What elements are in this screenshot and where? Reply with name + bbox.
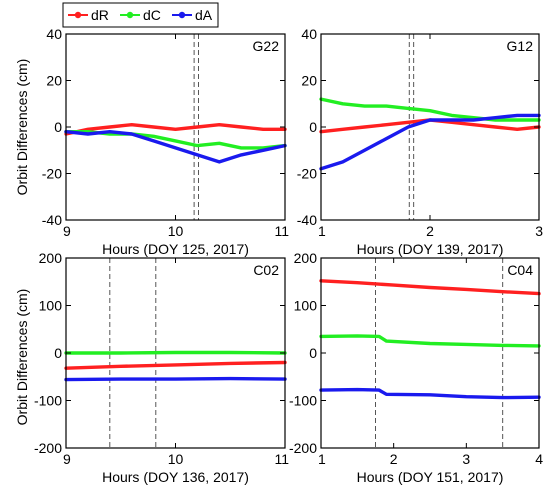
- y-tick-label: 0: [309, 119, 317, 135]
- series-dA: [319, 387, 541, 400]
- y-tick-label: 100: [294, 298, 318, 314]
- y-tick-label: -100: [34, 393, 62, 409]
- chart-panel-G12: 1 2 3 -40 -20 0 20 40 G12 Hours (DOY 139, 2017): [297, 26, 543, 257]
- legend: dR dC dA: [62, 2, 219, 28]
- y-tick-label: 20: [301, 73, 317, 89]
- legend-marker-dA: [178, 11, 186, 19]
- x-tick-label: 3: [462, 451, 470, 467]
- y-tick-label: -100: [289, 393, 317, 409]
- y-tick-label: -20: [297, 166, 317, 182]
- chart-panel-G22: 9 10 11 -40 -20 0 20 40 G22 Hours (DOY 125, 2017): [42, 26, 289, 257]
- y-tick-label: -40: [297, 212, 317, 228]
- panel-label: G22: [253, 38, 280, 54]
- x-tick-label: 9: [63, 223, 71, 239]
- y-tick-label: 0: [54, 119, 62, 135]
- y-tick-label: -20: [42, 166, 62, 182]
- x-tick-label: 11: [274, 451, 289, 467]
- series-dA: [64, 129, 287, 164]
- panel-label: C02: [253, 262, 279, 278]
- x-tick-label: 10: [168, 223, 184, 239]
- series-dR: [64, 360, 287, 370]
- y-tick-label: -200: [34, 440, 62, 456]
- legend-marker-dC: [126, 11, 134, 19]
- y-tick-label: 40: [46, 26, 62, 42]
- x-axis-label: Hours (DOY 139, 2017): [357, 241, 504, 257]
- x-tick-label: 3: [535, 223, 543, 239]
- chart-panel-C02: 9 10 11 -200 -100 0 100 200 C02 Hours (DOY 136, 2…: [34, 250, 289, 485]
- y-tick-label: 20: [46, 73, 62, 89]
- x-tick-label: 2: [390, 451, 398, 467]
- x-tick-label: 2: [426, 223, 434, 239]
- series-dA: [319, 113, 541, 171]
- x-axis-label: Hours (DOY 151, 2017): [357, 469, 504, 485]
- legend-label-dA: dA: [195, 7, 213, 23]
- legend-box: [62, 2, 219, 28]
- series-dA: [64, 376, 287, 382]
- y-axis-label-bottom: Orbit Differences (cm): [14, 289, 30, 426]
- x-tick-label: 9: [63, 451, 71, 467]
- series-dC: [319, 97, 541, 122]
- x-axis-label: Hours (DOY 136, 2017): [102, 469, 249, 485]
- x-axis-label: Hours (DOY 125, 2017): [102, 241, 249, 257]
- y-tick-label: 0: [54, 345, 62, 361]
- x-tick-label: 10: [168, 451, 184, 467]
- legend-marker-dR: [74, 11, 82, 19]
- y-tick-label: -40: [42, 212, 62, 228]
- chart-panel-C04: 1 2 3 4 -200 -100 0 100 200 C04 Hours (DOY 151, 20…: [289, 250, 543, 485]
- panel-label: G12: [507, 38, 534, 54]
- y-tick-label: 200: [39, 250, 63, 266]
- series-dR: [319, 279, 541, 296]
- legend-label-dR: dR: [91, 7, 109, 23]
- x-tick-label: 4: [535, 451, 543, 467]
- panel-label: C04: [507, 262, 533, 278]
- series-dR: [64, 122, 287, 136]
- y-tick-label: 0: [309, 345, 317, 361]
- y-tick-label: 40: [301, 26, 317, 42]
- legend-label-dC: dC: [143, 7, 161, 23]
- y-axis-label-top: Orbit Differences (cm): [14, 59, 30, 196]
- series-dC: [319, 334, 541, 348]
- x-tick-label: 1: [318, 223, 326, 239]
- y-tick-label: 100: [39, 298, 63, 314]
- y-tick-label: -200: [289, 440, 317, 456]
- x-tick-label: 1: [318, 451, 326, 467]
- x-tick-label: 11: [274, 223, 289, 239]
- y-tick-label: 200: [294, 250, 318, 266]
- series-dC: [64, 350, 287, 355]
